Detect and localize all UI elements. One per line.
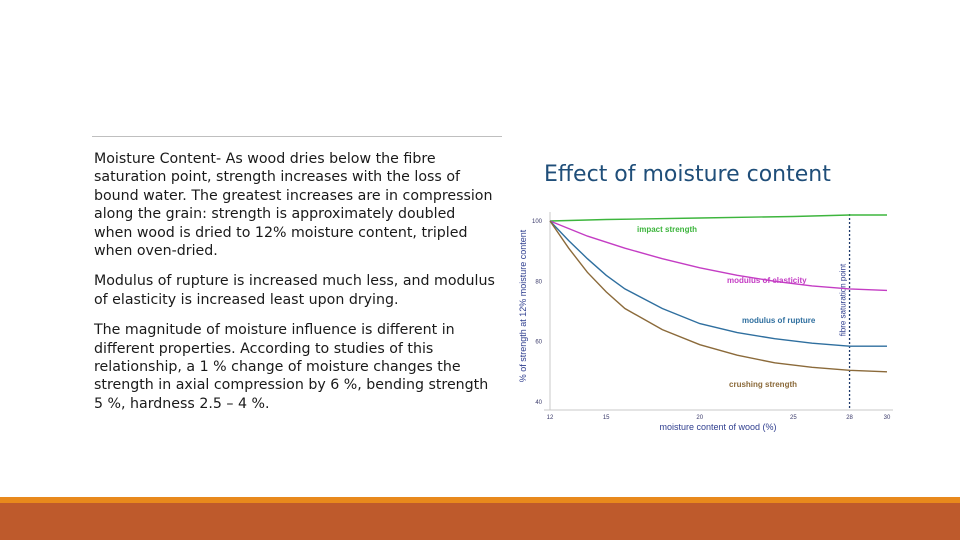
- footer-bar: [0, 503, 960, 540]
- fibre-saturation-label: fibre saturation point: [839, 263, 848, 336]
- x-tick-label-12: 12: [547, 415, 554, 421]
- series-line-modulus-of-rupture: [549, 220, 887, 347]
- series-line-impact-strength: [549, 214, 887, 222]
- body-text: Moisture Content- As wood dries below th…: [94, 150, 496, 425]
- paragraph-magnitude: The magnitude of moisture influence is d…: [94, 322, 489, 412]
- series-label-modulus-of-rupture: modulus of rupture: [742, 316, 816, 325]
- moisture-chart: 40 60 80 100 12 15 20 25 28 30 % of strength at 12…: [518, 212, 893, 432]
- paragraph-moisture-content: Moisture Content- As wood dries below th…: [94, 151, 493, 260]
- x-tick-label-20: 20: [696, 415, 703, 421]
- x-tick-label-15: 15: [603, 415, 610, 421]
- y-tick-label-40: 40: [535, 400, 542, 406]
- series-line-crushing-strength: [549, 220, 888, 373]
- paragraph-modulus: Modulus of rupture is increased much les…: [94, 273, 495, 308]
- title-divider: [92, 136, 502, 137]
- chart-title: Effect of moisture content: [544, 162, 831, 187]
- x-tick-label-30: 30: [884, 415, 891, 421]
- y-tick-label-100: 100: [532, 219, 543, 225]
- footer-accent-bar: [0, 497, 960, 503]
- series-line-modulus-of-elasticity: [549, 220, 888, 292]
- x-tick-label-25: 25: [790, 415, 797, 421]
- x-tick-label-28: 28: [846, 415, 853, 421]
- series-label-impact-strength: impact strength: [637, 225, 697, 234]
- x-axis-label: moisture content of wood (%): [659, 422, 776, 432]
- y-tick-label-60: 60: [535, 340, 542, 346]
- series-label-crushing-strength: crushing strength: [729, 380, 797, 389]
- y-tick-label-80: 80: [535, 279, 542, 285]
- series-label-modulus-of-elasticity: modulus of elasticity: [727, 276, 807, 285]
- y-axis-label: % of strength at 12% moisture content: [518, 229, 528, 382]
